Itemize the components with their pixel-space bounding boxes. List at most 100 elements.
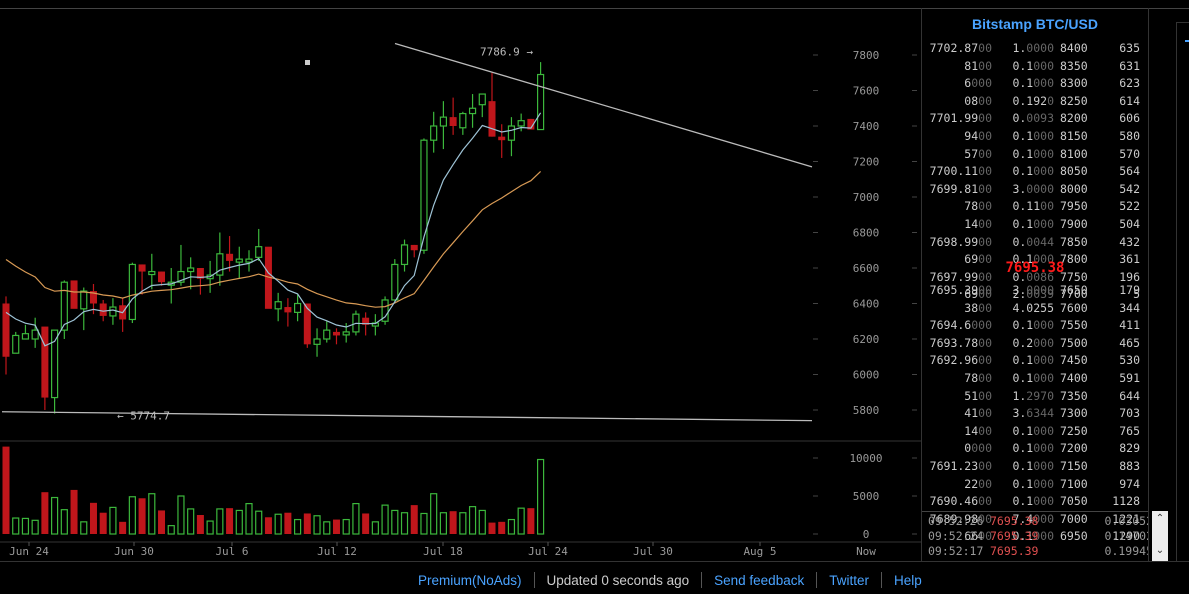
amount: 0.1100 bbox=[1012, 199, 1054, 214]
orderbook-row: 7690.4600 0.1000 7050 1128 bbox=[922, 493, 1148, 511]
level: 7050 bbox=[1060, 494, 1088, 509]
price: 7690.4600 bbox=[929, 494, 992, 509]
cumulative: 5 bbox=[1133, 287, 1140, 302]
scroll-down-icon[interactable]: ⌄ bbox=[1155, 545, 1165, 556]
amount: 1.0000 bbox=[1012, 41, 1054, 55]
orderbook-row: 7699.8100 3.0000 8000 542 bbox=[922, 181, 1148, 199]
orderbook-row: 8100 0.1000 8350 631 bbox=[922, 58, 1148, 76]
amount: 3.0000 bbox=[1012, 181, 1054, 196]
price: 6900 bbox=[964, 252, 992, 267]
cumulative: 703 bbox=[1119, 406, 1140, 421]
cumulative: 196 bbox=[1119, 269, 1140, 284]
svg-text:Jun 24: Jun 24 bbox=[9, 545, 49, 558]
cumulative: 974 bbox=[1119, 476, 1140, 491]
orderbook-row: 6900 2.0039 7700 5 bbox=[922, 286, 1148, 304]
amount: 1.2970 bbox=[1012, 388, 1054, 403]
help-link[interactable]: Help bbox=[893, 572, 922, 588]
level: 7300 bbox=[1060, 406, 1088, 421]
svg-text:6800: 6800 bbox=[853, 227, 880, 240]
price: 7800 bbox=[964, 199, 992, 214]
divider bbox=[1148, 8, 1149, 561]
price: 8100 bbox=[964, 58, 992, 73]
orderbook-row: 7693.7800 0.2000 7500 465 bbox=[922, 335, 1148, 353]
svg-text:Jul 24: Jul 24 bbox=[528, 545, 568, 558]
level: 7750 bbox=[1060, 269, 1088, 284]
price: 9400 bbox=[964, 129, 992, 143]
svg-text:Jun 30: Jun 30 bbox=[114, 545, 154, 558]
cumulative: 635 bbox=[1119, 41, 1140, 55]
level: 7150 bbox=[1060, 459, 1088, 473]
amount: 0.1000 bbox=[1012, 459, 1054, 473]
orderbook-row: 0000 0.1000 7200 829 bbox=[922, 440, 1148, 458]
price: 1400 bbox=[964, 423, 992, 438]
scroll-up-icon[interactable]: ⌃ bbox=[1155, 513, 1165, 524]
twitter-link[interactable]: Twitter bbox=[829, 572, 869, 588]
price-chart-panel[interactable]: 5800 6000 6200 6400 6600 6800 7000 7200 7400 7600… bbox=[0, 8, 922, 561]
candlestick-chart[interactable]: 5800 6000 6200 6400 6600 6800 7000 7200 7400 7600… bbox=[0, 8, 921, 561]
orderbook-row: 6000 0.1000 8300 623 bbox=[922, 75, 1148, 93]
price: 1400 bbox=[964, 217, 992, 231]
svg-text:Jul 18: Jul 18 bbox=[423, 545, 463, 558]
amount: 0.1000 bbox=[1012, 58, 1054, 73]
cumulative: 411 bbox=[1119, 318, 1140, 333]
svg-text:6600: 6600 bbox=[853, 262, 880, 275]
amount: 3.6344 bbox=[1012, 406, 1054, 421]
svg-text:Now: Now bbox=[856, 545, 876, 558]
orderbook-row: 6900 0.1000 7800 361 bbox=[922, 251, 1148, 269]
amount: 3.0000 bbox=[1012, 283, 1054, 297]
level: 7600 bbox=[1060, 300, 1088, 315]
level: 7450 bbox=[1060, 353, 1088, 368]
cumulative: 1221 bbox=[1112, 511, 1140, 526]
amount: 0.0086 bbox=[1012, 269, 1054, 284]
level: 7900 bbox=[1060, 217, 1088, 231]
top-bar bbox=[0, 0, 1189, 9]
svg-text:Aug 5: Aug 5 bbox=[743, 545, 776, 558]
footer: Premium(NoAds) Updated 0 seconds ago Sen… bbox=[0, 561, 1189, 594]
svg-text:7800: 7800 bbox=[853, 49, 880, 62]
price: 7701.9900 bbox=[929, 111, 992, 126]
orderbook-row: 7691.2300 0.1000 7150 883 bbox=[922, 458, 1148, 476]
orderbook-row: 9400 0.1000 8150 580 bbox=[922, 128, 1148, 146]
svg-text:7400: 7400 bbox=[853, 120, 880, 133]
level: 7700 bbox=[1060, 287, 1088, 302]
orderbook-row: 6600 0.1000 6950 1290 bbox=[922, 528, 1148, 546]
orderbook-row: 7694.6000 0.1000 7550 411 bbox=[922, 317, 1148, 335]
price: 7692.9600 bbox=[929, 353, 992, 368]
level: 6950 bbox=[1060, 529, 1088, 544]
svg-text:7600: 7600 bbox=[853, 85, 880, 98]
orderbook-row: 1400 0.1000 7900 504 bbox=[922, 216, 1148, 234]
premium-link[interactable]: Premium(NoAds) bbox=[418, 572, 522, 588]
cumulative: 883 bbox=[1119, 459, 1140, 473]
recent-trades[interactable]: 09:52:267695.380.0305209:52:247695.390.1… bbox=[922, 511, 1148, 562]
amount: 0.2000 bbox=[1012, 335, 1054, 350]
svg-text:Jul 12: Jul 12 bbox=[317, 545, 357, 558]
level: 8400 bbox=[1060, 41, 1088, 55]
level: 8200 bbox=[1060, 111, 1088, 126]
order-book: Bitstamp BTC/USD 7702.8700 1.0000 8400 635 8… bbox=[922, 8, 1148, 561]
level: 7500 bbox=[1060, 335, 1088, 350]
amount: 0.1000 bbox=[1012, 164, 1054, 179]
price: 6900 bbox=[964, 287, 992, 302]
level: 8050 bbox=[1060, 164, 1088, 179]
level: 8150 bbox=[1060, 129, 1088, 143]
orderbook-row: 5700 0.1000 8100 570 bbox=[922, 146, 1148, 164]
amount: 0.1920 bbox=[1012, 93, 1054, 108]
orderbook-row: 7701.9900 0.0093 8200 606 bbox=[922, 110, 1148, 128]
cumulative: 1128 bbox=[1112, 494, 1140, 509]
cumulative: 465 bbox=[1119, 335, 1140, 350]
price: 5700 bbox=[964, 146, 992, 161]
svg-text:6000: 6000 bbox=[853, 369, 880, 382]
amount: 0.0044 bbox=[1012, 234, 1054, 249]
price: 7699.8100 bbox=[929, 181, 992, 196]
orderbook-row: 7702.8700 1.0000 8400 635 bbox=[922, 40, 1148, 58]
price: 4100 bbox=[964, 406, 992, 421]
trade-row: 09:52:127695.380.17030 bbox=[928, 559, 1148, 562]
orderbook-row: 7697.9900 0.0086 7750 196 bbox=[922, 269, 1148, 287]
send-feedback-link[interactable]: Send feedback bbox=[714, 572, 805, 588]
trades-scrollbar[interactable]: ⌃ ⌄ bbox=[1152, 511, 1168, 561]
amount: 0.1000 bbox=[1012, 252, 1054, 267]
level: 7400 bbox=[1060, 371, 1088, 385]
cumulative: 542 bbox=[1119, 181, 1140, 196]
level: 8300 bbox=[1060, 76, 1088, 91]
